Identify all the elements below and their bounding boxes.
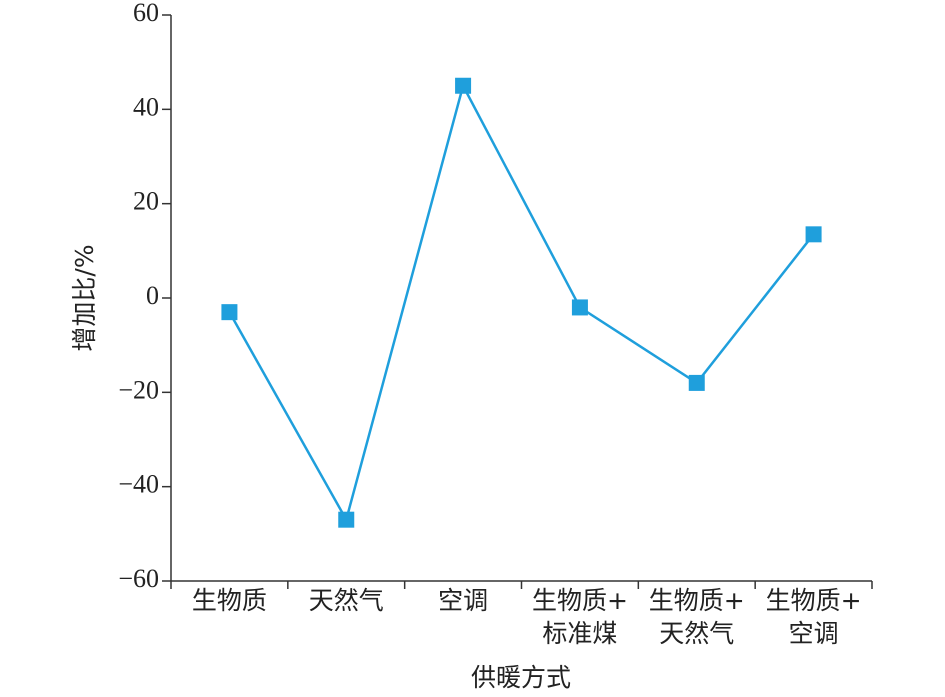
- data-point: [338, 511, 355, 528]
- y-tick-label: −40: [118, 470, 159, 499]
- x-tick-label: 生物质+: [649, 586, 745, 615]
- x-tick-label: 生物质+: [766, 586, 862, 615]
- data-line: [228, 82, 815, 523]
- y-axis-label: 增加比/%: [70, 244, 99, 351]
- y-tick-label: −60: [118, 564, 159, 593]
- x-tick-label: 空调: [789, 619, 839, 648]
- y-tick-label: 0: [146, 281, 159, 310]
- data-point: [805, 226, 822, 243]
- data-point: [455, 77, 472, 94]
- data-point: [571, 299, 588, 316]
- x-tick-label: 天然气: [309, 586, 384, 615]
- x-tick-label: 天然气: [659, 619, 734, 648]
- y-tick-label: −20: [118, 375, 159, 404]
- data-point: [688, 374, 705, 391]
- y-tick-label: 60: [133, 0, 159, 27]
- y-tick-label: 40: [133, 92, 159, 121]
- x-tick-label: 标准煤: [542, 619, 617, 648]
- data-point: [221, 304, 238, 321]
- x-axis-label: 供暖方式: [471, 663, 571, 692]
- x-tick-label: 生物质+: [532, 586, 628, 615]
- y-tick-label: 20: [133, 187, 159, 216]
- x-tick-label: 生物质: [192, 586, 267, 615]
- x-tick-label: 空调: [438, 586, 488, 615]
